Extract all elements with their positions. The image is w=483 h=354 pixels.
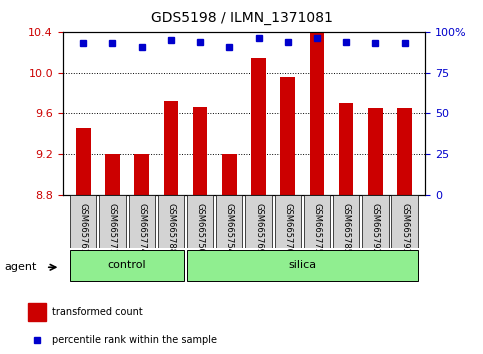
Bar xyxy=(368,108,383,195)
Text: control: control xyxy=(108,261,146,270)
FancyBboxPatch shape xyxy=(362,195,388,248)
FancyBboxPatch shape xyxy=(70,250,184,281)
Text: GSM665793: GSM665793 xyxy=(400,202,409,254)
FancyBboxPatch shape xyxy=(70,195,97,248)
Bar xyxy=(134,154,149,195)
Bar xyxy=(339,103,354,195)
Text: transformed count: transformed count xyxy=(53,307,143,317)
Text: silica: silica xyxy=(288,261,316,270)
Text: percentile rank within the sample: percentile rank within the sample xyxy=(53,335,217,345)
Text: GSM665792: GSM665792 xyxy=(371,202,380,253)
FancyBboxPatch shape xyxy=(99,195,126,248)
FancyBboxPatch shape xyxy=(275,195,301,248)
Bar xyxy=(281,77,295,195)
Bar xyxy=(398,108,412,195)
Bar xyxy=(28,303,46,321)
FancyBboxPatch shape xyxy=(304,195,330,248)
Text: GSM665785: GSM665785 xyxy=(341,202,351,254)
Bar xyxy=(251,58,266,195)
Text: GSM665770: GSM665770 xyxy=(283,202,292,254)
Text: GSM665788: GSM665788 xyxy=(166,202,175,254)
Bar xyxy=(164,101,178,195)
FancyBboxPatch shape xyxy=(187,250,418,281)
Text: GSM665761: GSM665761 xyxy=(79,202,88,254)
Text: GDS5198 / ILMN_1371081: GDS5198 / ILMN_1371081 xyxy=(151,11,332,25)
Text: GSM665774: GSM665774 xyxy=(137,202,146,254)
FancyBboxPatch shape xyxy=(187,195,213,248)
Bar xyxy=(76,127,90,195)
Text: GSM665775: GSM665775 xyxy=(313,202,322,254)
Bar xyxy=(310,26,324,195)
Text: GSM665769: GSM665769 xyxy=(254,202,263,254)
Bar xyxy=(222,154,237,195)
FancyBboxPatch shape xyxy=(333,195,359,248)
Bar xyxy=(193,107,207,195)
Text: agent: agent xyxy=(5,262,37,272)
FancyBboxPatch shape xyxy=(391,195,418,248)
Text: GSM665754: GSM665754 xyxy=(225,202,234,253)
Bar xyxy=(105,154,120,195)
FancyBboxPatch shape xyxy=(216,195,242,248)
Text: GSM665771: GSM665771 xyxy=(108,202,117,254)
FancyBboxPatch shape xyxy=(128,195,155,248)
FancyBboxPatch shape xyxy=(158,195,184,248)
Text: GSM665750: GSM665750 xyxy=(196,202,205,253)
FancyBboxPatch shape xyxy=(245,195,271,248)
